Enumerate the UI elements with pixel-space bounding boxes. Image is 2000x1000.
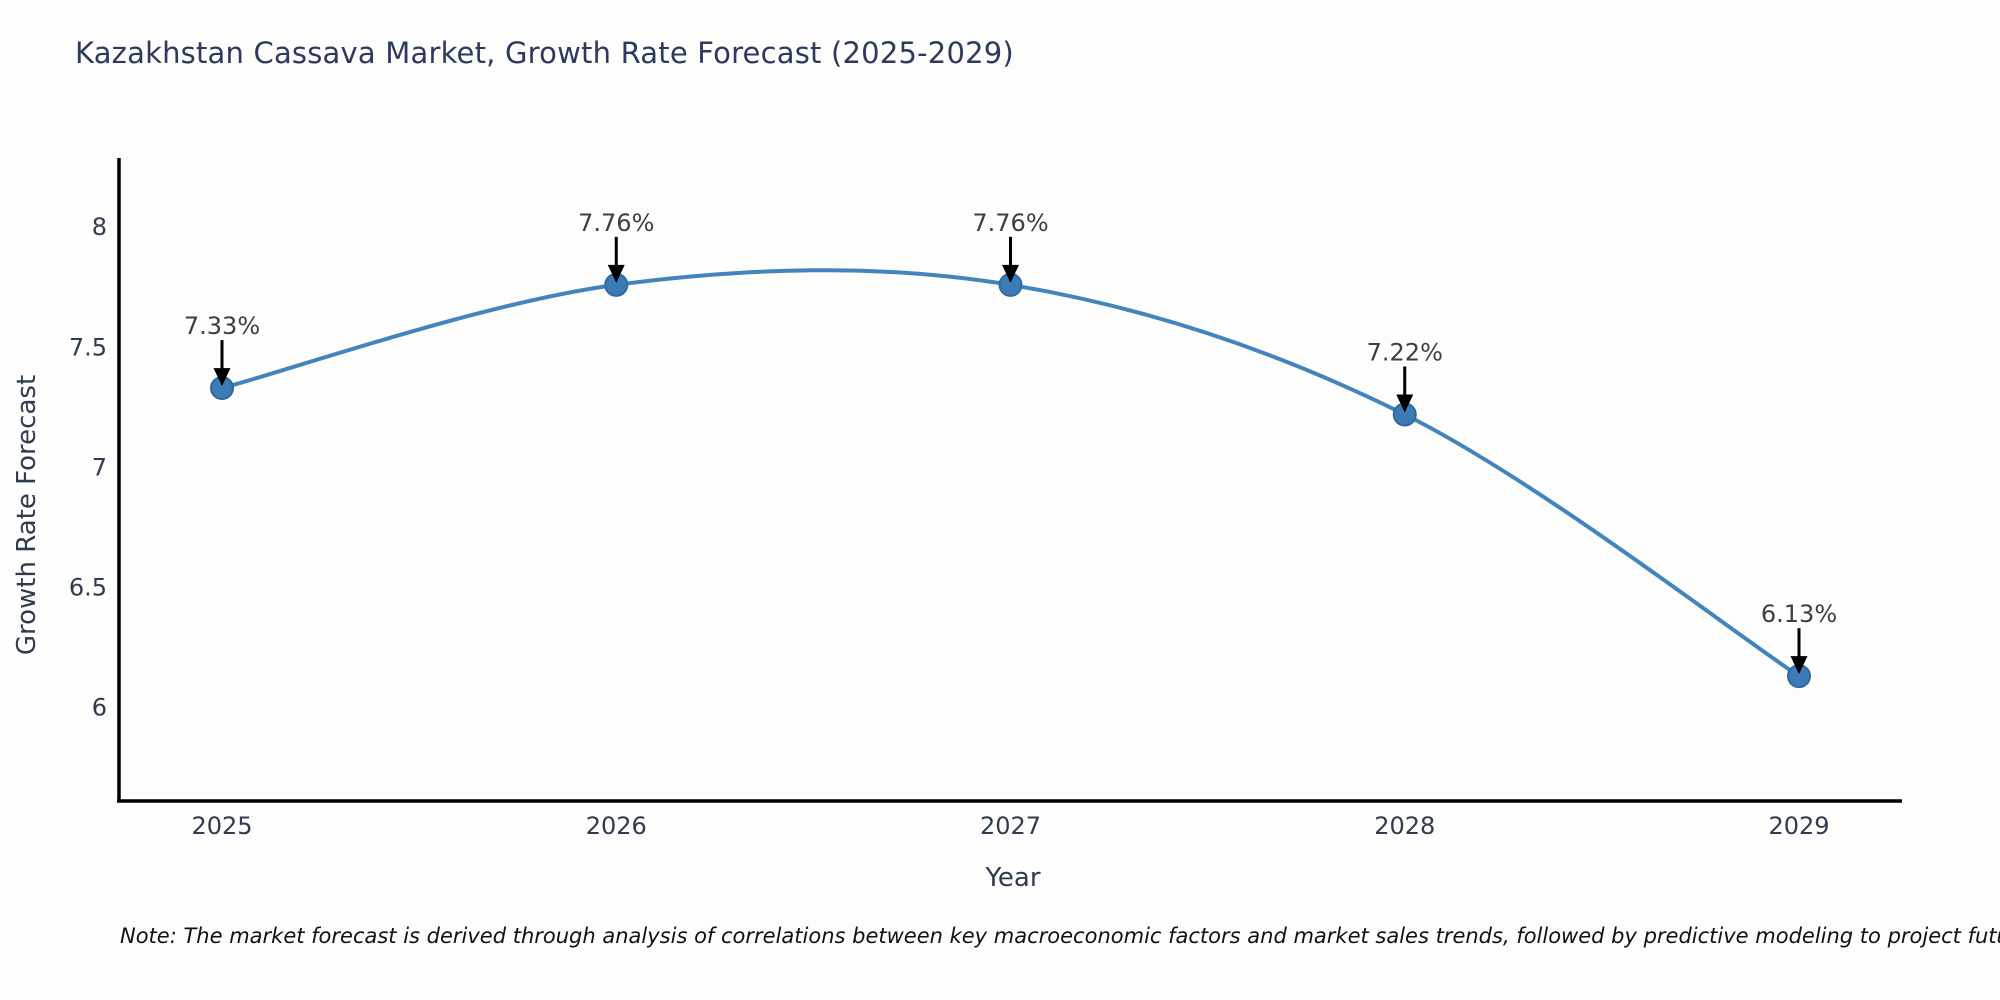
point-value-label: 6.13%: [1761, 600, 1837, 628]
x-tick-label: 2027: [980, 812, 1041, 840]
annotation-arrowhead-icon: [1790, 656, 1808, 675]
annotation-arrowhead-icon: [1396, 394, 1414, 413]
point-value-label: 7.22%: [1367, 338, 1443, 366]
chart-title: Kazakhstan Cassava Market, Growth Rate F…: [75, 36, 1014, 70]
y-tick-label: 7: [92, 453, 107, 481]
y-tick-label: 6: [92, 693, 107, 721]
x-axis-title: Year: [985, 863, 1041, 893]
x-tick-label: 2029: [1768, 812, 1829, 840]
y-tick-label: 8: [92, 213, 107, 241]
x-tick-label: 2025: [191, 812, 252, 840]
point-value-label: 7.76%: [972, 209, 1048, 237]
annotation-arrowhead-icon: [213, 368, 231, 387]
annotation-arrowhead-icon: [607, 264, 625, 283]
y-tick-label: 6.5: [69, 573, 107, 601]
y-tick-label: 7.5: [69, 333, 107, 361]
footnote: Note: The market forecast is derived thr…: [120, 924, 2000, 948]
x-tick-label: 2026: [586, 812, 647, 840]
point-value-label: 7.33%: [184, 312, 260, 340]
annotation-arrowhead-icon: [1002, 264, 1019, 283]
x-tick-label: 2028: [1374, 812, 1435, 840]
point-value-label: 7.76%: [578, 209, 654, 237]
trend-line: [221, 268, 1801, 678]
